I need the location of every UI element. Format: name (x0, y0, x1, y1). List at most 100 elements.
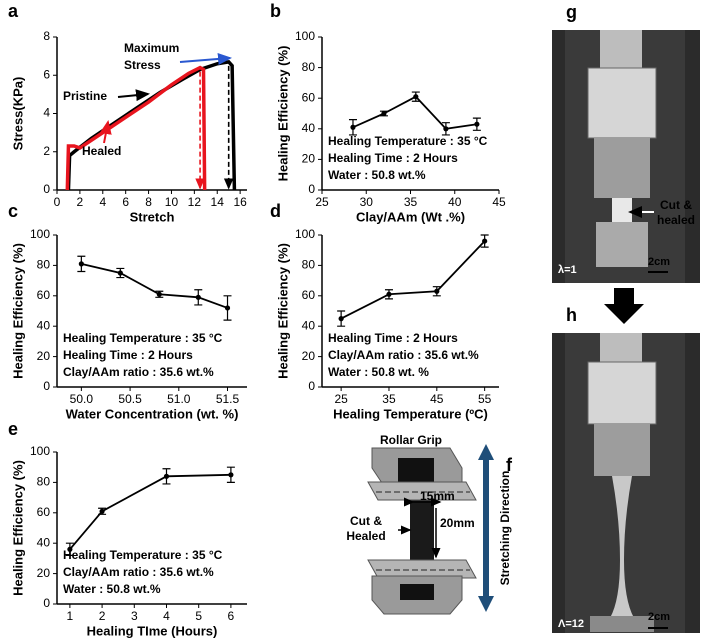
data-point (78, 261, 84, 267)
cut-label: Healed (346, 529, 385, 543)
panel-label: d (270, 201, 281, 221)
width-label: 15mm (420, 489, 455, 503)
data-point (163, 473, 170, 479)
cut-label: Cut & (350, 514, 382, 528)
x-tick-label: 5 (195, 609, 202, 623)
x-tick-label: 55 (478, 392, 492, 406)
y-tick-label: 20 (37, 566, 51, 580)
data-point (67, 546, 73, 552)
grip-label: Rollar Grip (380, 433, 442, 447)
annotation: Healing Temperature : 35 °C (63, 331, 223, 345)
x-tick-label: 4 (99, 195, 106, 209)
y-tick-label: 0 (308, 379, 315, 393)
annotation: Maximum (124, 41, 179, 55)
data-point (443, 126, 449, 132)
x-axis-label: Stretch (130, 209, 175, 224)
y-tick-label: 80 (37, 258, 51, 272)
annotation-arrow (179, 52, 232, 65)
y-axis-label: Healing Efficiency (%) (275, 46, 290, 182)
stretch-label: Λ=12 (558, 618, 584, 630)
data-point (482, 238, 488, 244)
y-tick-label: 2 (43, 144, 50, 158)
annotation: Clay/AAm ratio : 35.6 wt.% (63, 565, 214, 579)
y-tick-label: 0 (43, 379, 50, 393)
y-tick-label: 60 (37, 505, 51, 519)
y-tick-label: 60 (302, 90, 316, 104)
x-tick-label: 35 (404, 195, 418, 209)
y-tick-label: 8 (43, 29, 50, 43)
stretch-label: λ=1 (558, 264, 577, 276)
y-tick-label: 40 (37, 535, 51, 549)
x-tick-label: 25 (334, 392, 348, 406)
y-tick-label: 6 (43, 67, 50, 81)
annotation: Healing Time : 2 Hours (328, 151, 458, 165)
x-axis-label: Water Concentration (wt. %) (66, 406, 239, 421)
x-tick-label: 0 (54, 195, 61, 209)
y-tick-label: 100 (30, 444, 50, 458)
data-point (350, 124, 356, 130)
y-axis-label: Healing Efficiency (%) (10, 243, 25, 379)
data-point (195, 294, 201, 300)
y-axis-label: Healing Efficiency (%) (10, 460, 25, 596)
x-tick-label: 10 (165, 195, 179, 209)
y-axis-label: Healing Efficiency (%) (275, 243, 290, 379)
panel-label: a (8, 1, 19, 21)
y-tick-label: 4 (43, 106, 50, 120)
y-tick-label: 80 (37, 475, 51, 489)
panel: b 0 20 40 60 80 100 25 30 35 40 45 Clay/AAm (Wt .%) H… (270, 1, 506, 225)
y-tick-label: 80 (302, 258, 316, 272)
data-point (228, 472, 234, 478)
panel-label: h (566, 305, 577, 325)
x-tick-label: 30 (360, 195, 374, 209)
x-tick-label: 45 (430, 392, 444, 406)
data-line (66, 59, 237, 191)
annotation: Healing Time : 2 Hours (63, 348, 193, 362)
y-tick-label: 20 (302, 152, 316, 166)
annotation-arrow (99, 120, 112, 144)
data-point (381, 110, 387, 117)
annotation: Stress (124, 58, 161, 72)
x-tick-label: 50.5 (118, 392, 142, 406)
y-tick-label: 40 (302, 121, 316, 135)
y-tick-label: 100 (295, 227, 315, 241)
annotation-arrow (117, 89, 150, 102)
panel: e 0 20 40 60 80 100 1 2 3 4 5 6 Healing TIme (Hours) H… (8, 419, 247, 638)
panel-label: b (270, 1, 281, 21)
annotation: Water : 50.8 wt. % (328, 365, 429, 379)
x-tick-label: 16 (233, 195, 247, 209)
x-tick-label: 35 (382, 392, 396, 406)
y-tick-label: 100 (295, 29, 315, 43)
y-tick-label: 40 (37, 318, 51, 332)
direction-label: Stretching Direction (498, 471, 512, 586)
x-tick-label: 40 (448, 195, 462, 209)
y-tick-label: 40 (302, 318, 316, 332)
length-label: 20mm (440, 516, 475, 530)
annotation: Water : 50.8 wt.% (63, 582, 161, 596)
data-point (434, 288, 440, 294)
panel-label: g (566, 2, 577, 22)
data-point (474, 121, 480, 127)
x-tick-label: 51.0 (167, 392, 191, 406)
y-tick-label: 80 (302, 60, 316, 74)
y-tick-label: 60 (302, 288, 316, 302)
annotation: Pristine (63, 89, 107, 103)
data-point (338, 316, 344, 322)
data-point (156, 291, 162, 297)
x-tick-label: 51.5 (216, 392, 240, 406)
x-axis-label: Healing Temperature (ºC) (333, 406, 488, 421)
x-tick-label: 6 (228, 609, 235, 623)
scale-label: 2cm (648, 611, 670, 623)
data-point (99, 508, 105, 514)
data-line (65, 65, 207, 191)
data-line (81, 263, 228, 309)
x-tick-label: 45 (492, 195, 506, 209)
note-label: Cut & (660, 198, 692, 212)
photo-frames (552, 30, 700, 633)
annotation: Healing Time : 2 Hours (328, 331, 458, 345)
annotation: Healing Temperature : 35 °C (328, 134, 488, 148)
annotation: Clay/AAm ratio : 35.6 wt.% (63, 365, 214, 379)
x-axis-label: Clay/AAm (Wt .%) (356, 209, 465, 224)
x-tick-label: 12 (188, 195, 202, 209)
data-point (413, 94, 419, 100)
